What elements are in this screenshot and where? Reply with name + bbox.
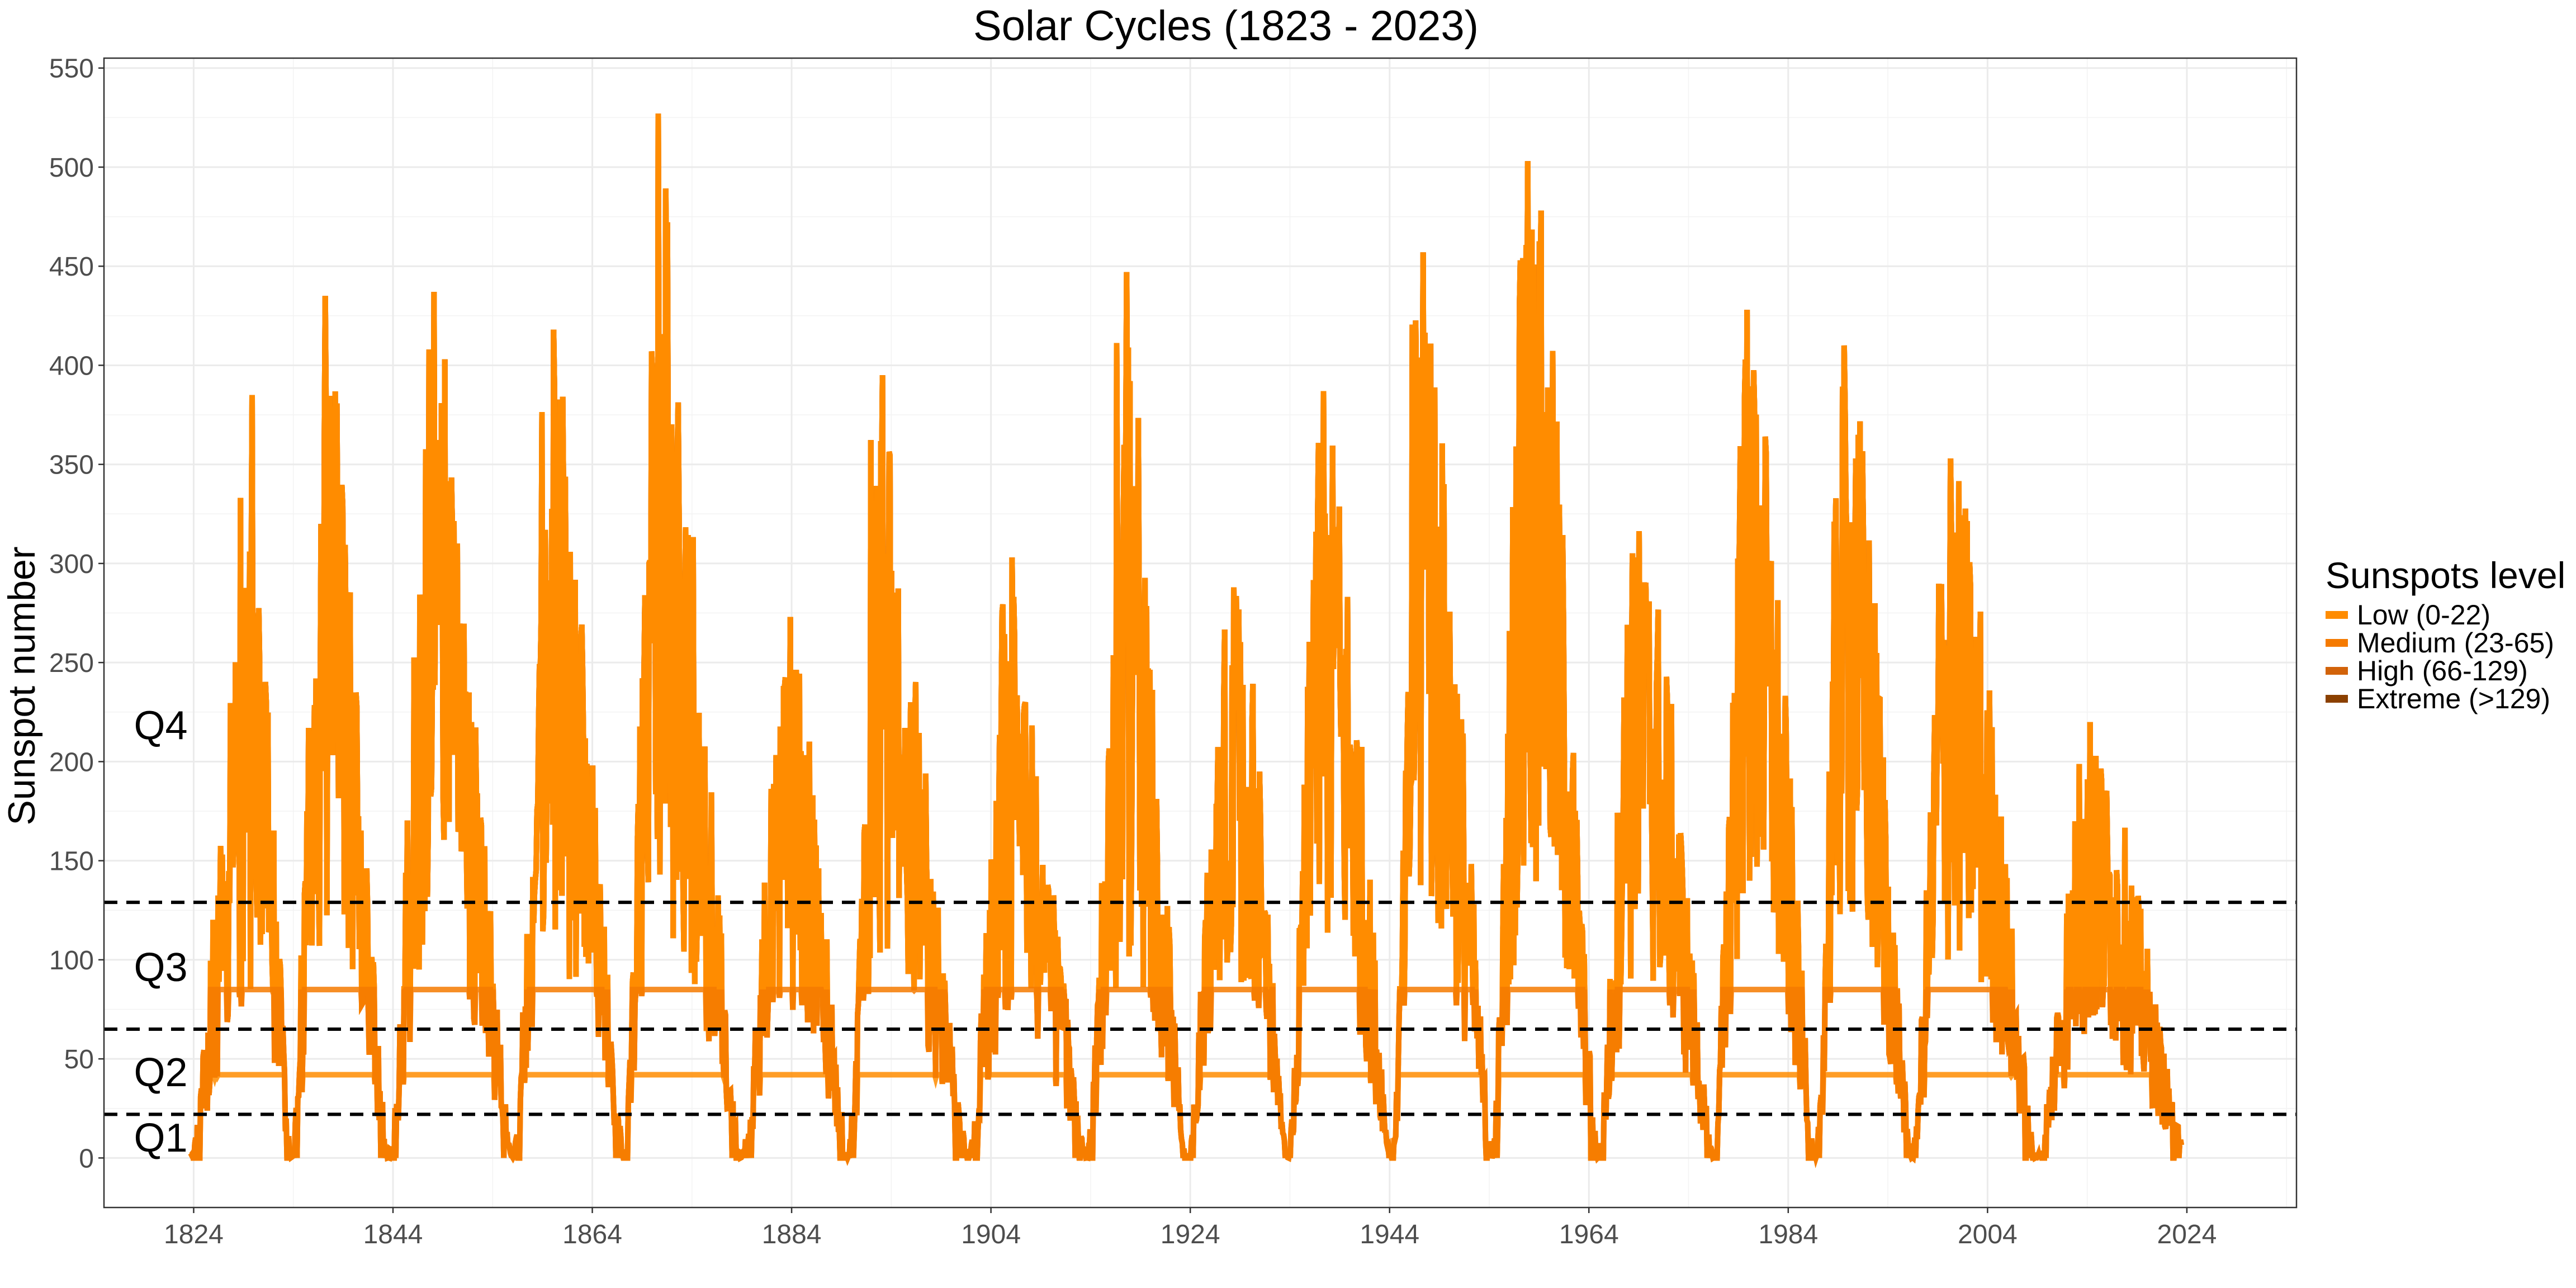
y-tick-label: 350 [49,451,94,480]
x-tick-label: 1924 [1161,1220,1220,1249]
y-tick-label: 0 [79,1144,94,1173]
y-tick-label: 50 [64,1045,94,1074]
sunspot-series [188,113,2185,1168]
x-axis-ticks: 1824 1844 1864 1884 1904 1924 1944 1964 1984 2004… [164,1208,2217,1249]
x-tick-label: 1984 [1758,1220,1818,1249]
plot-panel-border [103,57,2298,1209]
legend-label: Extreme (>129) [2357,683,2550,714]
quartile-label: Q3 [134,945,187,990]
legend: Sunspots level Low (0-22)Medium (23-65)H… [2326,555,2565,714]
x-tick-label: 1844 [363,1220,423,1249]
legend-label: Medium (23-65) [2357,627,2554,659]
y-axis-label: Sunspot number [1,547,43,826]
y-tick-label: 100 [49,946,94,976]
series-low-base [188,1067,2185,1168]
y-axis-ticks: 0 50 100 150 200 250 300 350 400 450 500 550 [49,54,104,1173]
x-tick-label: 2024 [2157,1220,2217,1249]
legend-title: Sunspots level [2326,555,2565,596]
x-tick-label: 2004 [1958,1220,2018,1249]
x-tick-label: 1824 [164,1220,224,1249]
y-tick-label: 550 [49,54,94,84]
series-medium-base [188,987,2185,1168]
y-tick-label: 450 [49,252,94,282]
x-tick-label: 1944 [1360,1220,1419,1249]
y-tick-label: 200 [49,747,94,777]
y-tick-label: 400 [49,351,94,381]
quartile-label: Q4 [134,704,187,749]
legend-label: High (66-129) [2357,655,2528,686]
x-tick-label: 1864 [562,1220,622,1249]
quartile-labels: Q1 Q2 Q3 Q4 [134,704,187,1161]
chart-title: Solar Cycles (1823 - 2023) [973,2,1479,50]
threshold-lines [104,901,2296,1116]
quartile-label: Q2 [134,1050,187,1095]
x-tick-label: 1884 [762,1220,822,1249]
y-tick-label: 150 [49,847,94,877]
legend-label: Low (0-22) [2357,599,2490,631]
y-tick-label: 500 [49,153,94,183]
quartile-label: Q1 [134,1116,187,1161]
y-tick-label: 250 [49,648,94,678]
y-tick-label: 300 [49,550,94,579]
x-tick-label: 1904 [961,1220,1021,1249]
x-tick-label: 1964 [1559,1220,1619,1249]
